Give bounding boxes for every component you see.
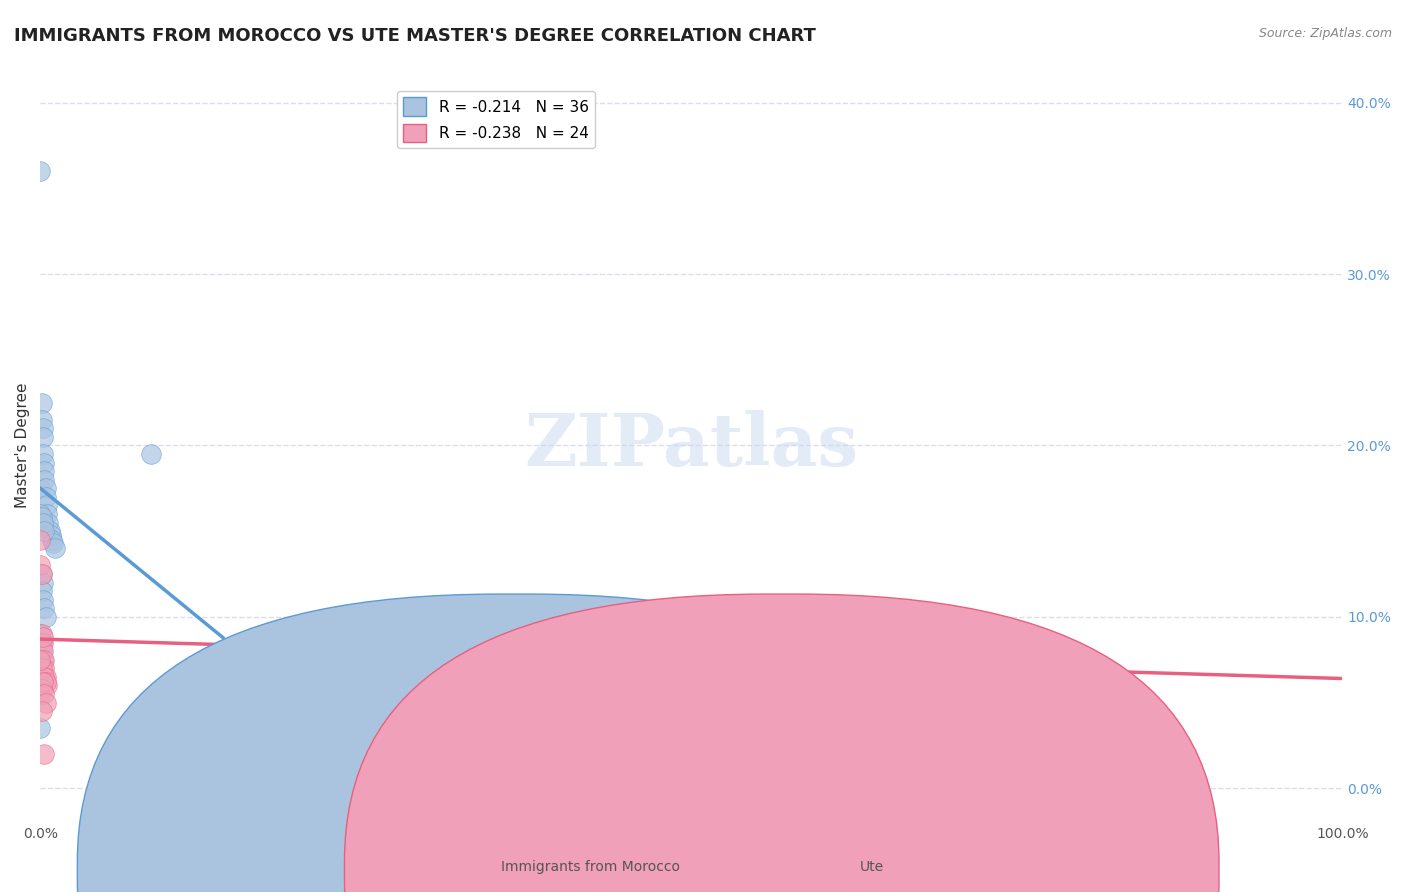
Point <box>31 395 53 409</box>
Point <box>31 644 53 658</box>
Point <box>41 533 63 547</box>
Point <box>31 566 53 581</box>
Point <box>34 610 56 624</box>
Point <box>34 456 56 470</box>
Point <box>34 481 56 495</box>
Text: Immigrants from Morocco: Immigrants from Morocco <box>501 860 681 874</box>
Point <box>32 653 55 667</box>
Point <box>32 675 55 690</box>
Point <box>35 678 58 692</box>
Point <box>32 430 55 444</box>
Point <box>34 675 56 690</box>
Point <box>39 527 62 541</box>
Point <box>34 747 56 761</box>
Point <box>37 516 59 530</box>
Point <box>35 499 58 513</box>
Point <box>31 635 53 649</box>
Point <box>30 533 52 547</box>
Point <box>34 696 56 710</box>
Point <box>34 661 56 675</box>
Text: IMMIGRANTS FROM MOROCCO VS UTE MASTER'S DEGREE CORRELATION CHART: IMMIGRANTS FROM MOROCCO VS UTE MASTER'S … <box>14 27 815 45</box>
Point <box>34 653 56 667</box>
Point <box>30 687 52 701</box>
Point <box>34 473 56 487</box>
Point <box>31 681 53 696</box>
Point <box>32 516 55 530</box>
Point <box>30 164 52 178</box>
Point <box>44 541 66 556</box>
Point <box>32 575 55 590</box>
Point <box>35 507 58 521</box>
Point <box>30 507 52 521</box>
Legend: R = -0.214   N = 36, R = -0.238   N = 24: R = -0.214 N = 36, R = -0.238 N = 24 <box>398 91 595 148</box>
Point <box>32 631 55 645</box>
Point <box>32 447 55 461</box>
Point <box>34 670 56 684</box>
Text: Source: ZipAtlas.com: Source: ZipAtlas.com <box>1258 27 1392 40</box>
Point <box>42 536 65 550</box>
Point <box>32 635 55 649</box>
Point <box>31 627 53 641</box>
Point <box>34 490 56 504</box>
Point <box>681 644 703 658</box>
Point <box>32 592 55 607</box>
Point <box>30 653 52 667</box>
Point <box>34 601 56 615</box>
Text: Ute: Ute <box>859 860 884 874</box>
Point <box>34 687 56 701</box>
Point <box>30 481 52 495</box>
Point <box>139 447 162 461</box>
Point <box>31 413 53 427</box>
Y-axis label: Master's Degree: Master's Degree <box>15 383 30 508</box>
Point <box>810 635 832 649</box>
Point <box>30 721 52 735</box>
Point <box>38 524 60 538</box>
Point <box>31 566 53 581</box>
Point <box>31 584 53 599</box>
Point <box>34 464 56 478</box>
Point <box>34 670 56 684</box>
Point <box>31 661 53 675</box>
Point <box>30 558 52 573</box>
Text: ZIPatlas: ZIPatlas <box>524 410 859 481</box>
Point <box>30 627 52 641</box>
Point <box>31 510 53 524</box>
Point <box>32 421 55 435</box>
Point <box>32 644 55 658</box>
Point <box>31 704 53 718</box>
Point <box>34 524 56 538</box>
